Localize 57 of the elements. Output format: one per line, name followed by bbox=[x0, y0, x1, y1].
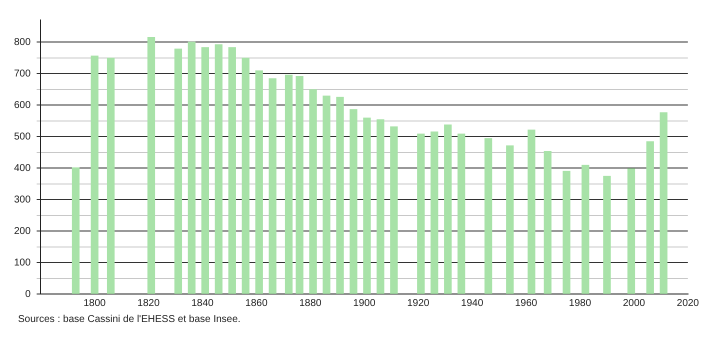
x-tick-label: 1940 bbox=[461, 298, 484, 309]
bar bbox=[106, 58, 115, 294]
x-tick-label: 1840 bbox=[191, 298, 214, 309]
bar bbox=[214, 44, 222, 294]
bar bbox=[336, 96, 344, 294]
bar bbox=[458, 134, 466, 294]
bar bbox=[309, 89, 317, 294]
bar bbox=[582, 164, 590, 294]
y-tick-label: 600 bbox=[14, 100, 32, 111]
bar bbox=[390, 126, 398, 294]
bar bbox=[188, 42, 196, 294]
bar bbox=[296, 76, 304, 294]
x-tick-label: 1960 bbox=[514, 298, 538, 309]
bar bbox=[174, 48, 182, 294]
bar bbox=[484, 138, 492, 294]
bar bbox=[242, 58, 250, 294]
bar bbox=[660, 112, 668, 294]
bar bbox=[90, 56, 98, 294]
y-tick-label: 500 bbox=[14, 131, 32, 142]
bar bbox=[376, 119, 384, 294]
x-tick-label: 1800 bbox=[83, 298, 106, 309]
bar bbox=[627, 168, 636, 294]
y-tick-label: 100 bbox=[14, 257, 32, 268]
bar bbox=[350, 109, 358, 294]
x-tick-label: 1920 bbox=[407, 298, 430, 309]
bar bbox=[603, 176, 611, 294]
x-tick-label: 2020 bbox=[676, 298, 700, 309]
bar bbox=[268, 78, 276, 294]
bar bbox=[363, 118, 371, 294]
y-tick-label: 300 bbox=[14, 194, 32, 206]
bar bbox=[201, 47, 210, 294]
bar bbox=[646, 141, 654, 294]
y-tick-label: 0 bbox=[25, 288, 32, 300]
source-note: Sources : base Cassini de l'EHESS et base Insee. bbox=[18, 314, 242, 325]
bar bbox=[255, 70, 263, 294]
bar bbox=[430, 131, 438, 294]
x-tick-label: 1880 bbox=[299, 298, 322, 309]
bar bbox=[506, 145, 514, 294]
bar bbox=[528, 130, 536, 294]
bar bbox=[147, 36, 156, 294]
bar bbox=[322, 96, 330, 294]
bar bbox=[444, 124, 452, 294]
bar bbox=[544, 151, 552, 294]
x-tick-label: 2000 bbox=[622, 298, 646, 309]
y-tick-label: 200 bbox=[14, 226, 32, 237]
bar bbox=[417, 134, 425, 294]
y-tick-label: 400 bbox=[14, 162, 32, 174]
y-tick-label: 700 bbox=[14, 68, 32, 80]
x-tick-label: 1820 bbox=[137, 298, 160, 309]
y-tick-label: 800 bbox=[14, 36, 32, 48]
bar bbox=[284, 74, 293, 294]
x-tick-label: 1980 bbox=[568, 298, 592, 309]
x-tick-label: 1860 bbox=[245, 298, 268, 309]
bar bbox=[562, 170, 570, 294]
bar bbox=[72, 167, 80, 294]
bar bbox=[228, 47, 236, 294]
x-tick-label: 1900 bbox=[353, 298, 376, 309]
